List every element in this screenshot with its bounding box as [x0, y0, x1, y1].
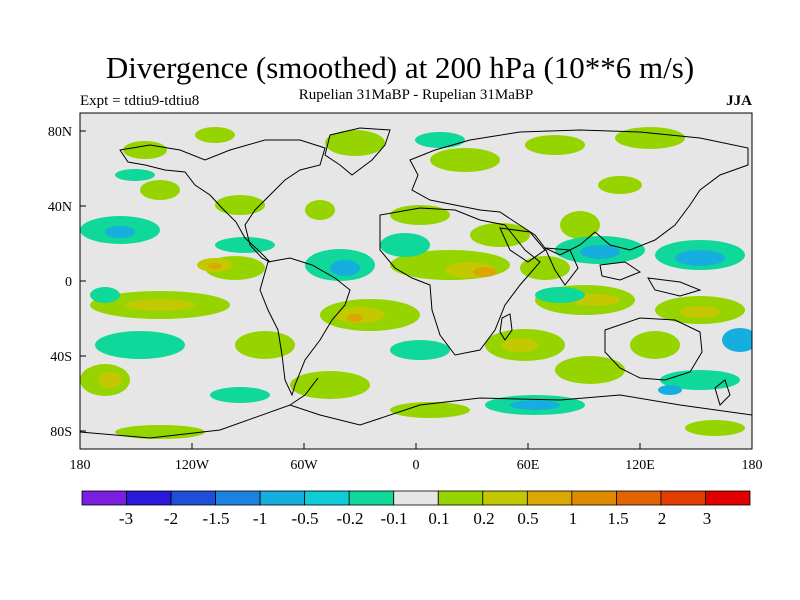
map-background	[80, 113, 752, 449]
period-label: Rupelian 31MaBP - Rupelian 31MaBP	[298, 87, 534, 103]
season-label: JJA	[726, 93, 752, 109]
colorbar-label: -0.2	[337, 509, 364, 528]
x-tick-label: 180	[70, 458, 91, 473]
colorbar-swatch	[170, 490, 217, 506]
x-tick-label: 120W	[175, 458, 210, 473]
y-tick-label: 40S	[50, 350, 72, 365]
colorbar-swatch	[660, 490, 706, 506]
x-tick-label: 60W	[290, 458, 318, 473]
colorbar-swatch	[616, 490, 662, 506]
colorbar-label: 3	[703, 509, 712, 528]
colorbar-swatches	[81, 490, 751, 506]
colorbar-swatch	[81, 490, 127, 506]
colorbar-label: -1.5	[203, 509, 230, 528]
colorbar-swatch	[437, 490, 484, 506]
y-tick-label: 0	[65, 275, 72, 290]
colorbar-label: -3	[119, 509, 133, 528]
colorbar-swatch	[304, 490, 350, 506]
colorbar-swatch	[259, 490, 306, 506]
experiment-label: Expt = tdtiu9-tdtiu8	[80, 93, 200, 109]
colorbar-label: 0.1	[428, 509, 449, 528]
colorbar-swatch	[526, 490, 573, 506]
y-tick-label: 40N	[48, 200, 72, 215]
colorbar-label: 1.5	[607, 509, 628, 528]
colorbar-label: 2	[658, 509, 667, 528]
divergence-field	[80, 127, 752, 439]
axis-ticks	[79, 130, 753, 449]
colorbar-label: -0.5	[292, 509, 319, 528]
colorbar-swatch	[393, 490, 439, 506]
colorbar-swatch	[126, 490, 172, 506]
x-axis-labels: 180 120W 60W 0 60E 120E 180	[70, 458, 763, 473]
colorbar-swatch	[348, 490, 395, 506]
y-axis-labels: 80N 40N 0 40S 80S	[48, 125, 72, 440]
colorbar-swatch	[705, 490, 751, 506]
colorbar: -3 -2 -1.5 -1 -0.5 -0.2 -0.1 0.1 0.2 0.5…	[81, 490, 751, 528]
colorbar-labels: -3 -2 -1.5 -1 -0.5 -0.2 -0.1 0.1 0.2 0.5…	[119, 509, 711, 528]
colorbar-swatch	[482, 490, 528, 506]
y-tick-label: 80N	[48, 125, 72, 140]
colorbar-swatch	[215, 490, 261, 506]
coastlines	[80, 127, 752, 439]
y-tick-label: 80S	[50, 425, 72, 440]
colorbar-label: -0.1	[381, 509, 408, 528]
colorbar-swatch	[571, 490, 617, 506]
x-tick-label: 120E	[625, 458, 655, 473]
colorbar-label: -1	[253, 509, 267, 528]
map-title: Divergence (smoothed) at 200 hPa (10**6 …	[105, 50, 695, 85]
colorbar-label: 0.2	[473, 509, 494, 528]
x-tick-label: 60E	[517, 458, 540, 473]
colorbar-label: -2	[164, 509, 178, 528]
colorbar-label: 0.5	[517, 509, 538, 528]
colorbar-label: 1	[569, 509, 578, 528]
x-tick-label: 180	[742, 458, 763, 473]
x-tick-label: 0	[413, 458, 420, 473]
